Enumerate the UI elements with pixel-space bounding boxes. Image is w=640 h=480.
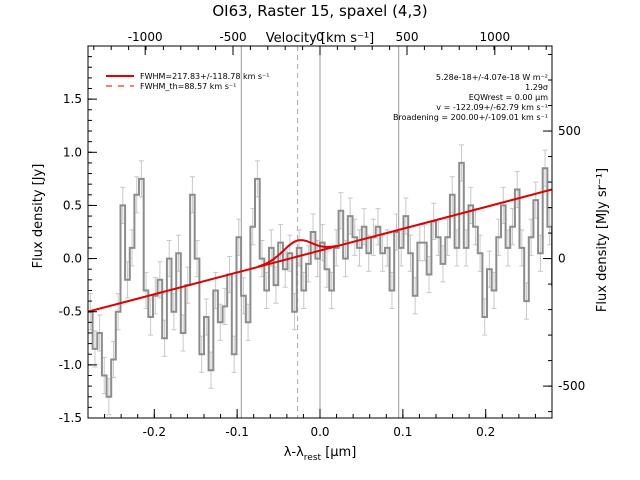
- x-tick-label: 0.0: [310, 425, 329, 439]
- y-tick-label: -0.5: [59, 305, 82, 319]
- top-axis-label: Velocity [km s⁻¹]: [266, 31, 374, 46]
- y-axis-label: Flux density [Jy]: [31, 164, 46, 269]
- legend-label-0: FWHM=217.83+/-118.78 km s⁻¹: [140, 72, 270, 81]
- annotation-2: EQWrest = 0.00 μm: [469, 93, 548, 102]
- annotation-3: v = -122.09+/-62.79 km s⁻¹: [436, 103, 548, 112]
- top-tick-label: -1000: [128, 30, 163, 44]
- y-tick-label: -1.0: [59, 358, 82, 372]
- right-axis-label: Flux density [MJy sr⁻¹]: [595, 168, 610, 312]
- continuum-fit-line: [88, 188, 552, 313]
- y-tick-label: 0.5: [63, 198, 82, 212]
- top-tick-label: -500: [219, 30, 246, 44]
- x-tick-label: -0.2: [143, 425, 166, 439]
- x-tick-label: -0.1: [225, 425, 248, 439]
- y-tick-label: 1.5: [63, 92, 82, 106]
- x-axis-label: λ-λrest [μm]: [284, 445, 357, 463]
- top-tick-label: 0: [316, 30, 324, 44]
- y-tick-label: 1.0: [63, 145, 82, 159]
- y-tick-label: -1.5: [59, 411, 82, 425]
- annotation-0: 5.28e-18+/-4.07e-18 W m⁻²: [436, 73, 548, 82]
- top-tick-label: 1000: [480, 30, 511, 44]
- y-tick-label: 0.0: [63, 252, 82, 266]
- annotation-1: 1.29σ: [525, 83, 548, 92]
- right-tick-label: 500: [558, 124, 581, 138]
- right-tick-label: -500: [558, 379, 585, 393]
- legend-label-1: FWHM_th=88.57 km s⁻¹: [140, 82, 236, 91]
- plot-area: [88, 46, 552, 418]
- x-tick-label: 0.2: [476, 425, 495, 439]
- annotation-4: Broadening = 200.00+/-109.01 km s⁻¹: [393, 113, 548, 122]
- right-tick-label: 0: [558, 252, 566, 266]
- chart-title: OI63, Raster 15, spaxel (4,3): [212, 2, 427, 20]
- top-tick-label: 500: [396, 30, 419, 44]
- x-tick-label: 0.1: [393, 425, 412, 439]
- spectrum-line: [88, 161, 552, 398]
- line-fit-curve: [257, 239, 337, 268]
